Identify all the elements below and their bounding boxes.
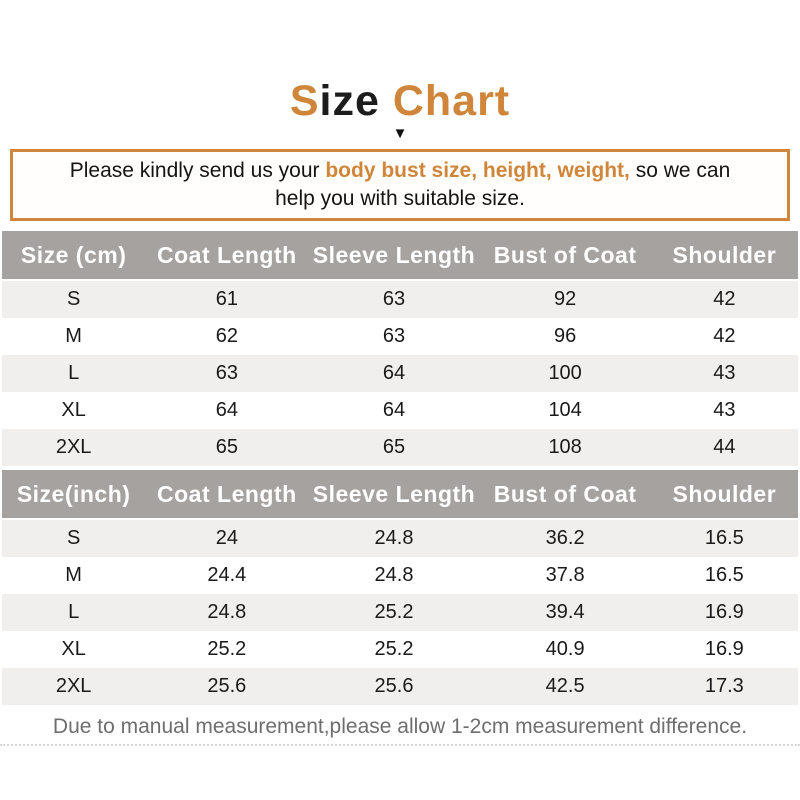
- column-header: Bust of Coat: [479, 231, 651, 282]
- table-cell: 62: [215, 325, 238, 348]
- table-cell: 25.6: [207, 675, 247, 698]
- table-row: L 63 64 100 43: [2, 355, 798, 393]
- table-cell: M: [65, 325, 82, 348]
- table-row: S 61 63 92 42: [2, 280, 798, 319]
- table-cell: 65: [215, 436, 238, 459]
- table-cell: 37.8: [545, 564, 585, 587]
- table-cell: 16.9: [704, 638, 744, 661]
- table-cell: 42: [713, 325, 736, 348]
- notice-text: Please kindly send us your body bust siz…: [47, 157, 753, 213]
- page-title-segment: Chart: [392, 77, 511, 125]
- column-header: Size(inch): [2, 470, 146, 521]
- table-cell: S: [66, 527, 81, 550]
- table-cell: 24.4: [207, 564, 247, 587]
- column-header: Size (cm): [2, 231, 146, 282]
- table-cell: 25.2: [374, 638, 414, 661]
- column-header: Shoulder: [650, 231, 798, 282]
- notice-text-segment: Please kindly send us your: [69, 159, 326, 183]
- table-row: M 24.4 24.8 37.8 16.5: [2, 557, 798, 595]
- table-cell: 65: [382, 436, 406, 459]
- bottom-divider: [0, 744, 800, 747]
- table-cell: 24: [215, 527, 238, 550]
- table-cell: L: [68, 601, 80, 624]
- table-cell: 100: [548, 362, 582, 385]
- table-cell: 63: [215, 362, 238, 385]
- table-cell: 92: [554, 288, 577, 311]
- table-cell: 25.6: [374, 675, 414, 698]
- table-cell: 17.3: [704, 675, 744, 698]
- table-row: S 24 24.8 36.2 16.5: [2, 519, 798, 558]
- column-header: Coat Length: [145, 470, 309, 521]
- table-cell: 42.5: [545, 675, 585, 698]
- table-cell: 96: [554, 325, 577, 348]
- table-row: M 62 63 96 42: [2, 318, 798, 356]
- triangle-down-icon: ▼: [392, 125, 408, 143]
- table-cell: 16.5: [704, 564, 744, 587]
- column-header: Sleeve Length: [308, 231, 480, 282]
- table-cell: 24.8: [207, 601, 247, 624]
- table-cell: 2XL: [55, 436, 92, 459]
- table-cell: 25.2: [374, 601, 414, 624]
- header-row: Size (cm) Coat Length Sleeve Length Bust of…: [2, 231, 798, 282]
- table-cell: 64: [382, 399, 406, 422]
- table-cell: 39.4: [545, 601, 585, 624]
- table-cell: 108: [548, 436, 582, 459]
- table-cell: 63: [382, 325, 406, 348]
- table-cell: S: [66, 288, 81, 311]
- table-cell: 43: [713, 399, 736, 422]
- measurement-note: Due to manual measurement,please allow 1…: [52, 715, 748, 739]
- table-cell: 24.8: [374, 564, 414, 587]
- table-cell: 25.2: [207, 638, 247, 661]
- table-row: XL 64 64 104 43: [2, 392, 798, 430]
- table-row: XL 25.2 25.2 40.9 16.9: [2, 631, 798, 669]
- notice-text-segment: body bust size, height, weight,: [325, 159, 630, 183]
- table-cell: 2XL: [55, 675, 92, 698]
- table-cell: M: [65, 564, 82, 587]
- table-row: L 24.8 25.2 39.4 16.9: [2, 594, 798, 632]
- table-cell: 43: [713, 362, 736, 385]
- table-cell: 44: [713, 436, 736, 459]
- column-header: Bust of Coat: [479, 470, 651, 521]
- table-row: 2XL 65 65 108 44: [2, 429, 798, 467]
- table-cell: 64: [215, 399, 238, 422]
- table-cell: XL: [61, 399, 86, 422]
- table-cell: 63: [382, 288, 406, 311]
- header-row: Size(inch) Coat Length Sleeve Length Bust o…: [2, 470, 798, 521]
- table-cell: XL: [61, 638, 86, 661]
- table-cell: 16.5: [704, 527, 744, 550]
- page-title-segment: S: [289, 77, 320, 125]
- table-cell: 16.9: [704, 601, 744, 624]
- notice-box: Please kindly send us your body bust siz…: [10, 149, 790, 222]
- table-cell: 104: [548, 399, 582, 422]
- table-cell: L: [68, 362, 80, 385]
- size-table-inch: Size(inch) Coat Length Sleeve Length Bust o…: [2, 470, 798, 706]
- column-header: Coat Length: [145, 231, 309, 282]
- table-cell: 61: [215, 288, 238, 311]
- page-title-segment: ize: [319, 77, 393, 125]
- table-cell: 64: [382, 362, 406, 385]
- table-row: 2XL 25.6 25.6 42.5 17.3: [2, 668, 798, 706]
- table-cell: 36.2: [545, 527, 585, 550]
- column-header: Sleeve Length: [308, 470, 480, 521]
- table-cell: 42: [713, 288, 736, 311]
- column-header: Shoulder: [650, 470, 798, 521]
- notice-text-segment: so we can help you with suitable size.: [275, 159, 731, 211]
- table-cell: 40.9: [545, 638, 585, 661]
- size-table-cm: Size (cm) Coat Length Sleeve Length Bust of…: [2, 231, 798, 467]
- page-title: Size Chart: [0, 0, 800, 125]
- table-cell: 24.8: [374, 527, 414, 550]
